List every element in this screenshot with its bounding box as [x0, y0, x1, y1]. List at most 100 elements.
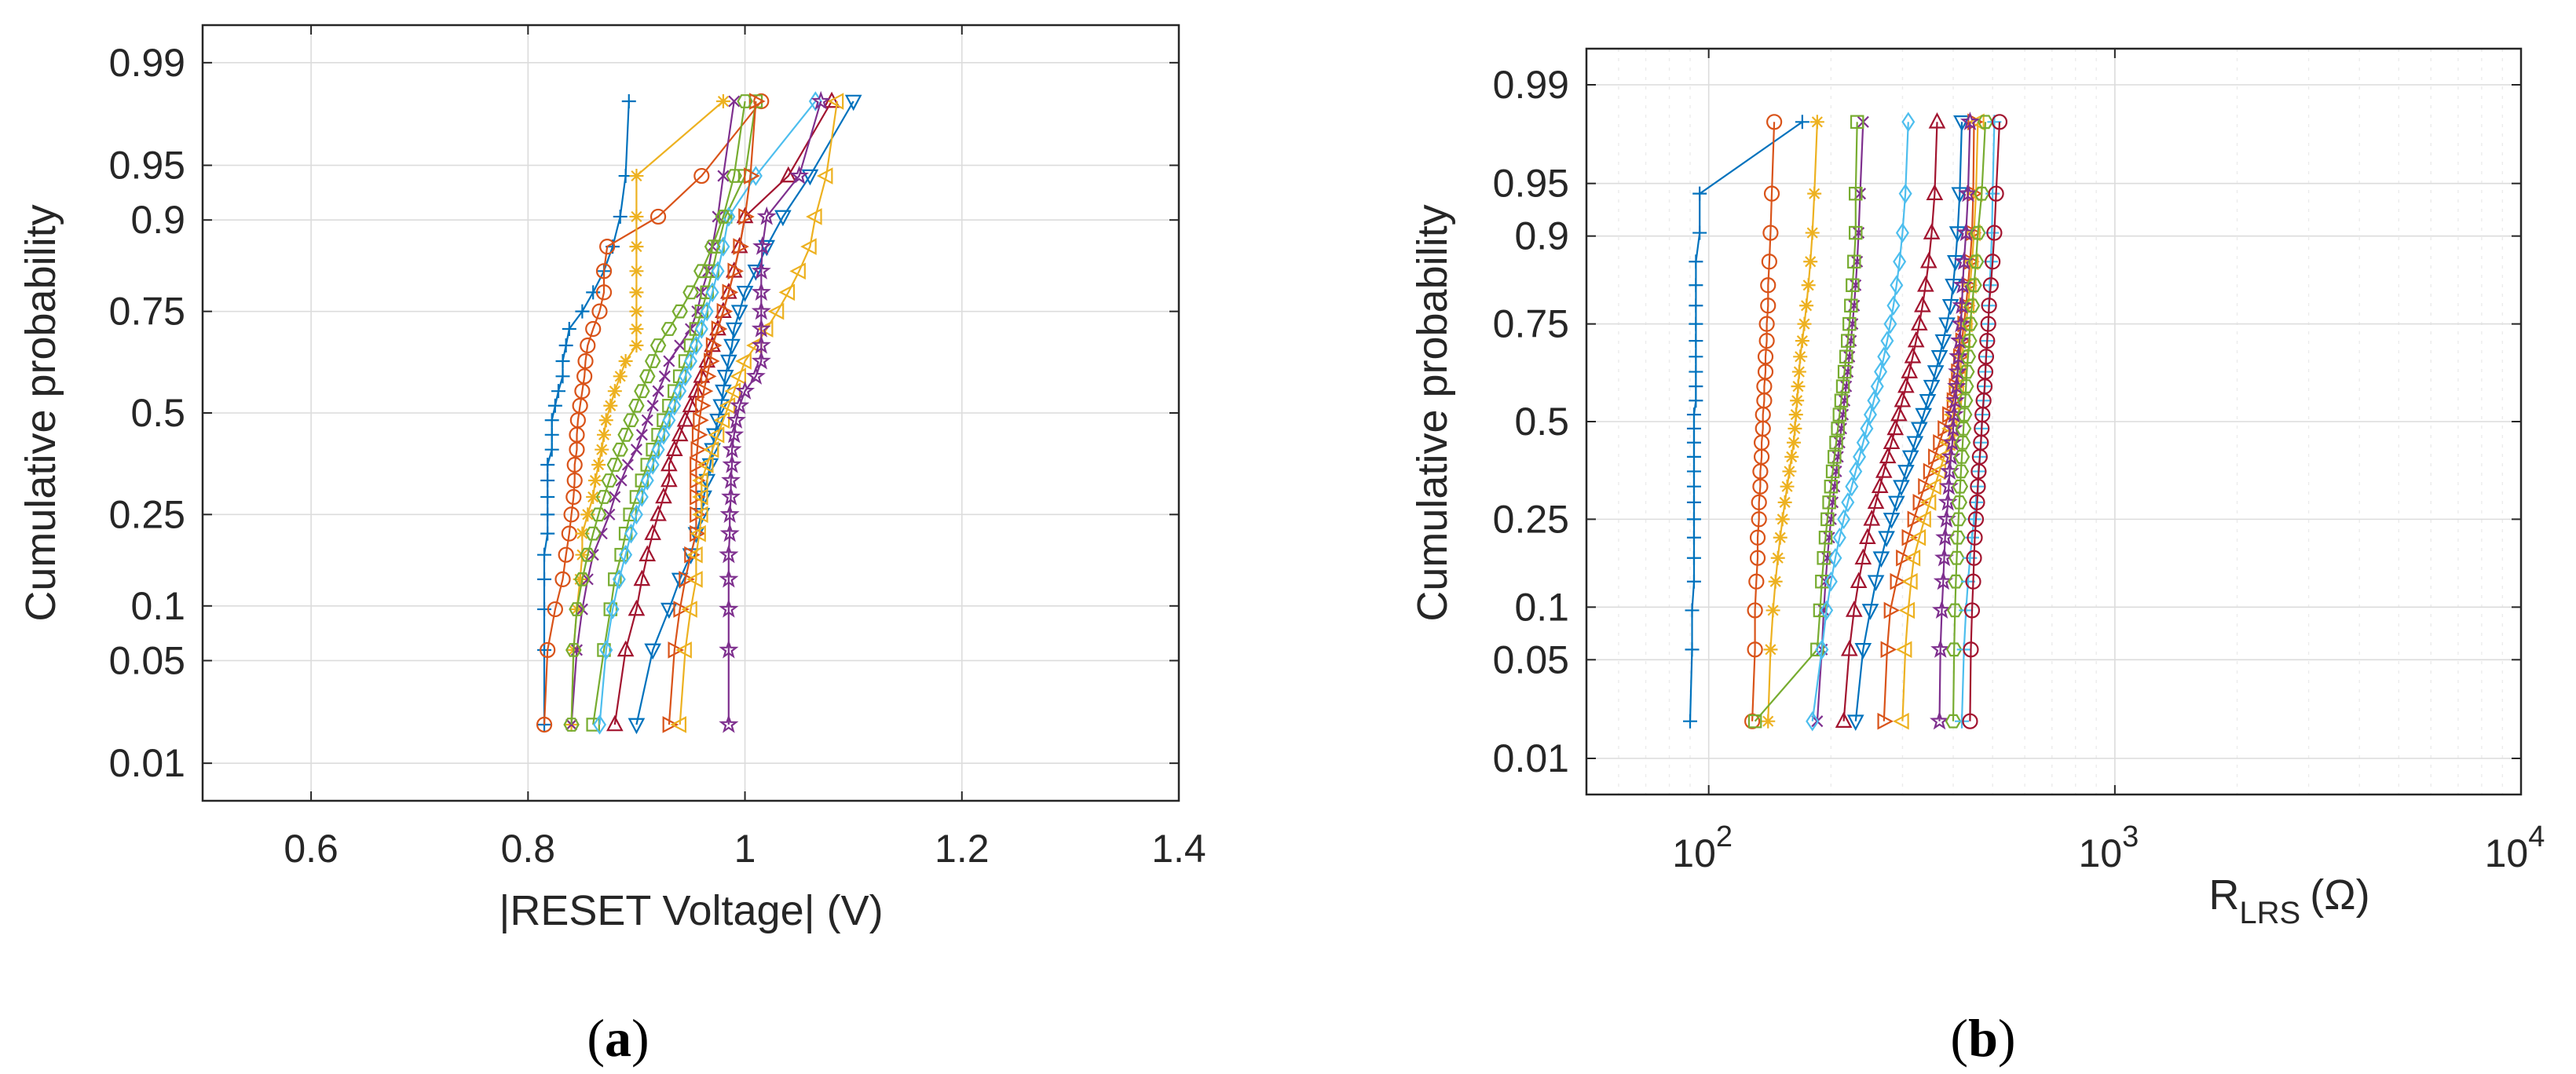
data-point: [709, 413, 726, 430]
data-point: [1887, 495, 1905, 513]
series-12: [563, 94, 753, 732]
data-point: [1791, 364, 1806, 379]
panel-b-data: [1683, 111, 2008, 732]
data-point: [1959, 349, 1977, 364]
data-point: [575, 547, 590, 562]
data-point: [719, 523, 740, 542]
data-point: [1901, 111, 1916, 133]
data-point: [1689, 334, 1703, 349]
data-point: [540, 489, 555, 504]
data-point: [629, 169, 644, 184]
data-point: [1951, 495, 1968, 510]
y-tick-label: 0.1: [1514, 585, 1569, 629]
data-point: [1840, 640, 1858, 656]
data-point: [1877, 712, 1894, 730]
data-point: [1901, 362, 1919, 378]
data-point: [1883, 313, 1897, 334]
data-point: [1962, 713, 1978, 729]
data-point: [749, 93, 766, 110]
data-point: [1784, 449, 1799, 464]
data-point: [694, 319, 708, 339]
y-tick-label: 0.25: [1493, 497, 1569, 541]
data-point: [629, 209, 644, 224]
data-point: [1841, 492, 1855, 513]
panel-b-x-axis-label: RLRS (Ω): [2208, 871, 2369, 930]
data-point: [745, 366, 766, 385]
data-point: [1967, 529, 1983, 546]
data-point: [697, 382, 714, 400]
x-tick-exponent: 3: [2122, 820, 2139, 853]
data-point: [586, 285, 601, 300]
data-point: [730, 367, 746, 385]
series-line: [1754, 122, 1858, 722]
data-point: [615, 474, 628, 487]
data-point: [1985, 254, 2001, 270]
data-point: [1883, 601, 1901, 619]
data-point: [1846, 714, 1864, 731]
data-point: [1686, 495, 1701, 510]
data-point: [1835, 711, 1853, 729]
data-point: [721, 486, 741, 506]
data-point: [607, 384, 622, 399]
data-point: [614, 547, 628, 562]
data-point: [575, 526, 590, 541]
data-point: [1965, 573, 1981, 590]
data-point: [1683, 714, 1698, 729]
data-point: [621, 458, 634, 471]
x-tick-base: 10: [2078, 831, 2122, 875]
data-point: [1692, 186, 1707, 201]
data-point: [1911, 314, 1928, 331]
data-point: [725, 322, 743, 339]
data-point: [1923, 379, 1941, 396]
data-point: [1969, 494, 1985, 510]
data-point: [1874, 361, 1888, 382]
data-point: [551, 384, 566, 399]
y-tick-label: 0.9: [130, 198, 185, 242]
data-point: [716, 302, 734, 320]
data-point: [1956, 393, 1974, 408]
data-point: [1988, 185, 2004, 202]
data-point: [719, 504, 740, 524]
data-point: [1906, 436, 1924, 453]
data-point: [682, 285, 699, 300]
y-tick-label: 0.95: [1493, 162, 1569, 206]
data-point: [1747, 714, 1762, 729]
series-2: [536, 93, 770, 733]
series-3: [1761, 115, 1824, 729]
data-point: [705, 337, 723, 354]
data-point: [601, 473, 618, 488]
data-point: [566, 456, 583, 473]
data-point: [713, 411, 730, 429]
data-point: [1832, 527, 1846, 548]
y-tick-label: 0.5: [1514, 400, 1569, 444]
data-point: [644, 354, 661, 368]
data-point: [1890, 404, 1908, 422]
data-point: [1689, 254, 1703, 269]
data-point: [704, 353, 720, 370]
data-point: [1801, 278, 1816, 293]
data-point: [1818, 530, 1833, 545]
data-point: [779, 166, 797, 183]
data-point: [1904, 347, 1922, 363]
data-point: [606, 599, 620, 619]
data-point: [727, 262, 745, 280]
x-tick-label: 0.8: [501, 827, 556, 871]
data-point: [547, 601, 563, 618]
data-point: [603, 398, 618, 413]
data-point: [1831, 422, 1845, 436]
data-point: [1777, 495, 1792, 510]
data-point: [660, 602, 678, 619]
data-point: [1917, 276, 1934, 292]
data-point: [1954, 435, 1971, 450]
data-point: [670, 716, 686, 733]
data-point: [1870, 376, 1884, 396]
data-point: [580, 507, 595, 522]
data-point: [1780, 479, 1795, 494]
data-point: [573, 572, 587, 586]
data-point: [690, 488, 706, 506]
data-point: [751, 318, 771, 338]
data-point: [1837, 364, 1852, 379]
data-point: [1766, 603, 1780, 618]
data-point: [544, 442, 559, 457]
data-point: [658, 370, 671, 382]
